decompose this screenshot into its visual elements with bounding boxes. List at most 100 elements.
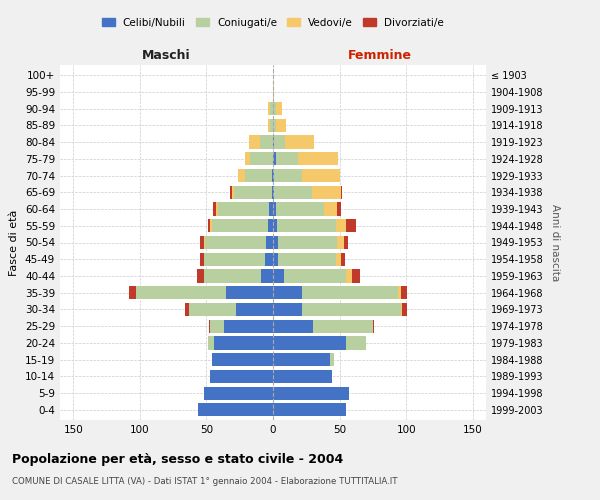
Bar <box>401 286 407 300</box>
Bar <box>209 320 211 333</box>
Bar <box>330 353 334 366</box>
Bar <box>197 270 204 282</box>
Bar <box>337 202 341 215</box>
Bar <box>273 102 275 115</box>
Bar <box>335 219 346 232</box>
Bar <box>204 386 273 400</box>
Bar <box>273 169 274 182</box>
Bar <box>236 303 273 316</box>
Bar <box>273 86 274 98</box>
Bar <box>302 303 401 316</box>
Bar <box>212 353 273 366</box>
Bar <box>208 336 214 349</box>
Bar <box>224 320 273 333</box>
Bar <box>275 119 286 132</box>
Bar <box>311 186 341 199</box>
Bar <box>265 252 273 266</box>
Bar <box>346 270 352 282</box>
Bar <box>275 152 298 166</box>
Bar <box>402 303 407 316</box>
Bar <box>230 186 232 199</box>
Bar <box>235 186 272 199</box>
Bar <box>275 202 323 215</box>
Bar <box>189 303 236 316</box>
Bar <box>273 320 313 333</box>
Bar <box>211 219 212 232</box>
Bar <box>129 286 136 300</box>
Bar <box>274 136 285 148</box>
Bar <box>341 186 342 199</box>
Bar <box>226 286 273 300</box>
Bar <box>273 303 302 316</box>
Bar <box>275 102 283 115</box>
Bar <box>337 236 344 249</box>
Bar <box>268 219 273 232</box>
Bar <box>268 119 271 132</box>
Bar <box>249 136 260 148</box>
Legend: Celibi/Nubili, Coniugati/e, Vedovi/e, Divorziati/e: Celibi/Nubili, Coniugati/e, Vedovi/e, Di… <box>98 14 448 32</box>
Bar <box>335 252 341 266</box>
Bar <box>216 202 218 215</box>
Bar <box>352 270 359 282</box>
Bar <box>274 186 311 199</box>
Bar <box>205 236 266 249</box>
Bar <box>272 169 273 182</box>
Bar <box>218 202 269 215</box>
Bar <box>273 236 278 249</box>
Bar <box>285 136 314 148</box>
Bar <box>208 219 211 232</box>
Bar <box>266 236 273 249</box>
Bar <box>273 270 284 282</box>
Bar <box>212 219 268 232</box>
Text: Maschi: Maschi <box>142 48 191 62</box>
Bar <box>204 236 205 249</box>
Bar <box>284 270 346 282</box>
Bar <box>200 252 204 266</box>
Bar <box>261 270 273 282</box>
Bar <box>373 320 374 333</box>
Bar <box>278 236 337 249</box>
Bar <box>200 236 204 249</box>
Bar <box>268 102 271 115</box>
Bar <box>323 202 337 215</box>
Text: COMUNE DI CASALE LITTA (VA) - Dati ISTAT 1° gennaio 2004 - Elaborazione TUTTITAL: COMUNE DI CASALE LITTA (VA) - Dati ISTAT… <box>12 478 398 486</box>
Bar <box>313 320 373 333</box>
Bar <box>298 152 338 166</box>
Bar <box>238 169 245 182</box>
Bar <box>204 252 265 266</box>
Bar <box>260 136 273 148</box>
Bar <box>346 219 356 232</box>
Bar <box>273 219 277 232</box>
Bar <box>274 169 302 182</box>
Bar <box>278 252 335 266</box>
Bar <box>271 102 273 115</box>
Y-axis label: Anni di nascita: Anni di nascita <box>550 204 560 281</box>
Bar <box>273 119 275 132</box>
Bar <box>273 370 332 383</box>
Bar <box>273 336 346 349</box>
Bar <box>341 252 345 266</box>
Bar <box>273 136 274 148</box>
Bar <box>232 186 235 199</box>
Bar <box>271 119 273 132</box>
Bar <box>273 286 302 300</box>
Bar <box>273 152 275 166</box>
Bar <box>273 404 346 416</box>
Bar <box>273 252 278 266</box>
Bar <box>250 152 273 166</box>
Text: Popolazione per età, sesso e stato civile - 2004: Popolazione per età, sesso e stato civil… <box>12 452 343 466</box>
Bar <box>136 286 226 300</box>
Bar <box>273 353 330 366</box>
Bar <box>204 270 261 282</box>
Bar <box>401 303 402 316</box>
Text: Femmine: Femmine <box>347 48 412 62</box>
Bar <box>346 336 366 349</box>
Bar <box>211 320 224 333</box>
Bar <box>273 202 275 215</box>
Bar <box>245 169 272 182</box>
Bar <box>344 236 347 249</box>
Bar <box>214 336 273 349</box>
Bar <box>302 286 398 300</box>
Y-axis label: Fasce di età: Fasce di età <box>10 210 19 276</box>
Bar <box>211 370 273 383</box>
